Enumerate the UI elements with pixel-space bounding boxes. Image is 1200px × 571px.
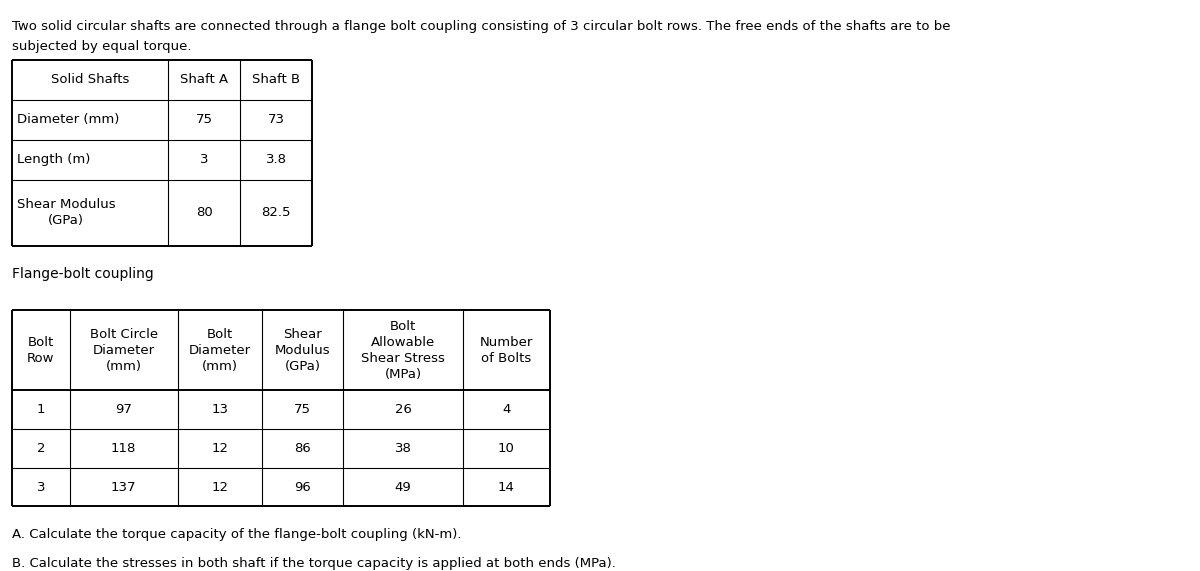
Text: Flange-bolt coupling: Flange-bolt coupling (12, 267, 154, 282)
Text: 49: 49 (395, 481, 412, 493)
Text: 75: 75 (196, 114, 212, 126)
Text: Shaft B: Shaft B (252, 74, 300, 86)
Text: 4: 4 (503, 403, 510, 416)
Text: Shear
Modulus
(GPa): Shear Modulus (GPa) (275, 328, 330, 372)
Text: 3.8: 3.8 (265, 154, 287, 166)
Text: Bolt
Diameter
(mm): Bolt Diameter (mm) (188, 328, 251, 372)
Text: 13: 13 (211, 403, 228, 416)
Text: subjected by equal torque.: subjected by equal torque. (12, 40, 192, 53)
Text: 38: 38 (395, 442, 412, 455)
Text: A. Calculate the torque capacity of the flange-bolt coupling (kN-m).: A. Calculate the torque capacity of the … (12, 528, 462, 541)
Text: 118: 118 (110, 442, 137, 455)
Text: Bolt
Allowable
Shear Stress
(MPa): Bolt Allowable Shear Stress (MPa) (361, 320, 445, 380)
Text: 3: 3 (36, 481, 46, 493)
Text: 3: 3 (199, 154, 209, 166)
Text: 12: 12 (211, 481, 228, 493)
Text: 14: 14 (498, 481, 515, 493)
Text: 26: 26 (395, 403, 412, 416)
Text: 96: 96 (294, 481, 311, 493)
Text: Number
of Bolts: Number of Bolts (480, 336, 533, 364)
Text: Shaft A: Shaft A (180, 74, 228, 86)
Text: Length (m): Length (m) (17, 154, 90, 166)
Text: 12: 12 (211, 442, 228, 455)
Text: Bolt Circle
Diameter
(mm): Bolt Circle Diameter (mm) (90, 328, 157, 372)
Text: 82.5: 82.5 (262, 206, 290, 219)
Text: Bolt
Row: Bolt Row (28, 336, 54, 364)
Text: 137: 137 (110, 481, 137, 493)
Text: 1: 1 (36, 403, 46, 416)
Text: Two solid circular shafts are connected through a flange bolt coupling consistin: Two solid circular shafts are connected … (12, 20, 950, 33)
Text: Solid Shafts: Solid Shafts (50, 74, 130, 86)
Text: 10: 10 (498, 442, 515, 455)
Text: 97: 97 (115, 403, 132, 416)
Text: 75: 75 (294, 403, 311, 416)
Text: 86: 86 (294, 442, 311, 455)
Text: Shear Modulus
(GPa): Shear Modulus (GPa) (17, 198, 115, 227)
Text: Diameter (mm): Diameter (mm) (17, 114, 119, 126)
Text: B. Calculate the stresses in both shaft if the torque capacity is applied at bot: B. Calculate the stresses in both shaft … (12, 557, 616, 570)
Text: 73: 73 (268, 114, 284, 126)
Text: 2: 2 (36, 442, 46, 455)
Text: 80: 80 (196, 206, 212, 219)
